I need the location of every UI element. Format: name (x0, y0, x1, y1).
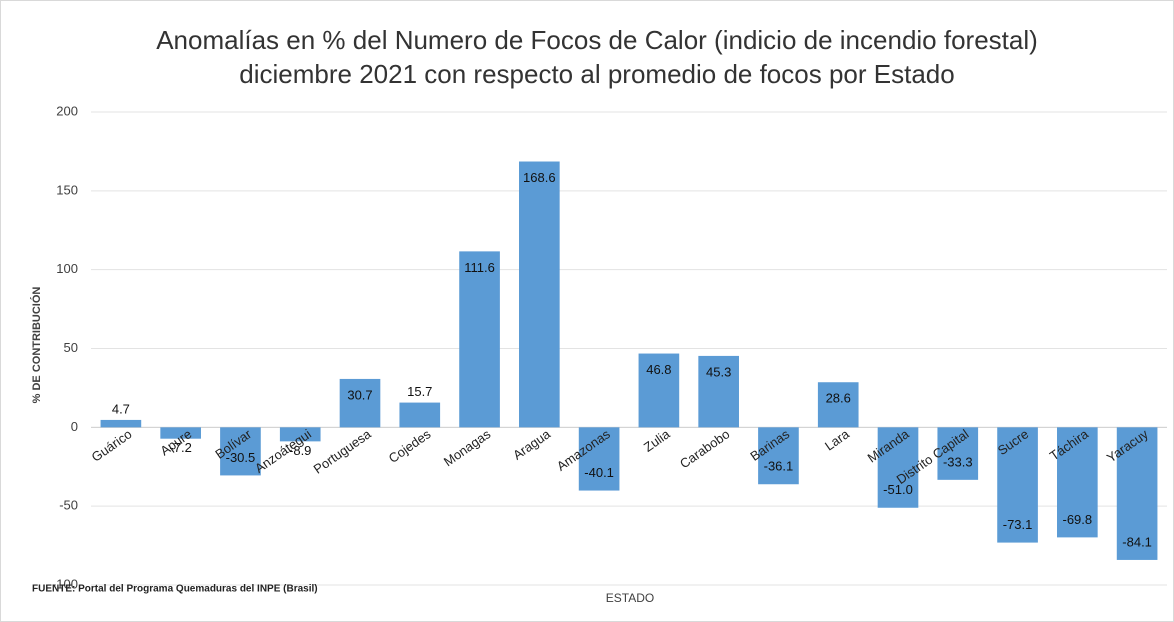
y-tick-label: -100 (52, 576, 78, 591)
data-label: -40.1 (584, 465, 614, 480)
data-label: 168.6 (523, 170, 556, 185)
data-label: 46.8 (646, 362, 671, 377)
y-tick-label: -50 (59, 498, 78, 513)
data-label: -73.1 (1003, 517, 1033, 532)
chart-subtitle: diciembre 2021 con respecto al promedio … (239, 59, 954, 89)
bar (160, 427, 201, 439)
bar (817, 382, 859, 428)
data-label: 111.6 (464, 260, 495, 275)
bar (100, 419, 142, 428)
data-label: 30.7 (347, 387, 372, 402)
chart-title: Anomalías en % del Numero de Focos de Ca… (156, 25, 1038, 55)
data-label: -69.8 (1063, 512, 1093, 527)
data-label: -7.2 (169, 440, 191, 455)
y-tick-label: 50 (64, 340, 78, 355)
bar (937, 427, 979, 480)
bar (459, 251, 500, 428)
y-tick-label: 0 (71, 419, 78, 434)
bar (399, 402, 441, 428)
data-label: -51.0 (883, 482, 913, 497)
y-axis-label: % DE CONTRIBUCIÓN (30, 287, 43, 404)
data-label: 15.7 (407, 384, 432, 399)
data-label: -36.1 (764, 459, 794, 474)
data-label: 45.3 (706, 364, 731, 379)
x-axis-label: ESTADO (606, 591, 654, 605)
bar (519, 161, 560, 428)
bar (339, 378, 381, 428)
bar (1116, 427, 1158, 560)
data-label: -8.9 (289, 443, 311, 458)
y-tick-label: 200 (56, 103, 78, 118)
data-label: 28.6 (826, 391, 851, 406)
bar (997, 427, 1038, 543)
bar (1057, 427, 1098, 538)
y-tick-label: 100 (56, 261, 78, 276)
data-label: -30.5 (226, 450, 256, 465)
data-label: -33.3 (943, 454, 973, 469)
bar (638, 353, 680, 428)
data-label: -84.1 (1122, 534, 1152, 549)
bar (877, 427, 919, 508)
data-label: 4.7 (112, 401, 130, 416)
bar (758, 427, 799, 485)
bar (578, 427, 620, 491)
source-note: FUENTE: Portal del Programa Quemaduras d… (32, 584, 318, 595)
y-tick-label: 150 (56, 182, 78, 197)
bar (698, 355, 739, 428)
bar (220, 427, 261, 476)
bar (279, 427, 321, 442)
